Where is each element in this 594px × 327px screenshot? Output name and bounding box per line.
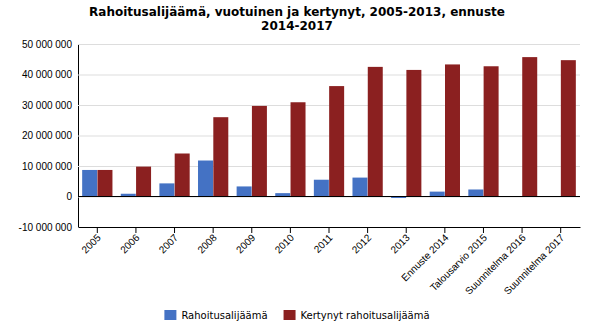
bar [314,180,329,197]
x-axis: 200520062007200820092010201120122013Ennu… [79,227,581,297]
tick-mark [406,227,407,233]
y-tick-label: 10 000 000 [22,161,72,172]
x-tick: 2006 [118,227,142,255]
tick-mark [560,227,561,233]
bar [175,153,190,196]
x-tick-label: 2013 [388,232,412,256]
plot: -10 000 000 0 10 000 000 20 000 000 30 000 0… [19,39,581,297]
x-tick: 2012 [350,227,374,255]
x-tick-label: 2005 [79,232,103,256]
grid-line [78,75,580,76]
legend-label: Kertynyt rahoitusalijäämä [301,310,430,321]
legend-item: Rahoitusalijäämä [164,310,267,321]
bar [329,86,344,196]
bar [561,60,576,196]
bar [430,192,445,197]
tick-mark [97,227,98,233]
grid-line [78,166,580,167]
y-tick-label: 40 000 000 [22,69,72,80]
bar [198,161,213,197]
legend-item: Kertynyt rahoitusalijäämä [284,310,430,321]
bar [522,57,537,196]
tick-mark [444,227,445,233]
x-tick-label: 2010 [273,232,297,256]
x-tick-label: 2011 [312,232,335,255]
x-tick: Suunnitelma 2017 [502,227,567,297]
x-tick-label: 2012 [350,232,374,256]
tick-mark [329,227,330,233]
x-tick: 2008 [195,227,219,255]
y-tick-label: -10 000 000 [19,222,73,233]
bar [368,67,383,197]
x-tick: 2005 [79,227,103,255]
tick-mark [522,227,523,233]
title-line: 2014-2017 [261,19,333,33]
tick-mark [483,227,484,233]
bar [352,178,367,197]
y-tick: 50 000 000 [22,39,580,50]
x-tick: 2013 [388,227,412,255]
y-tick-label: 50 000 000 [22,39,72,50]
legend-swatch [284,310,296,320]
bar [82,170,97,197]
x-tick-label: 2008 [195,232,219,256]
title-line: Rahoitusalijäämä, vuotuinen ja kertynyt,… [89,5,505,19]
x-tick: 2011 [312,227,335,255]
bar [237,186,252,196]
bar [406,70,421,197]
x-tick-label: 2006 [118,232,142,256]
grid-line [78,136,580,137]
bar [275,193,290,196]
bar [252,106,267,197]
bar [97,170,112,197]
legend-label: Rahoitusalijäämä [181,310,267,321]
grid-line [78,105,580,106]
x-tick: 2010 [273,227,297,255]
legend: Rahoitusalijäämä Kertynyt rahoitusalijääm… [164,310,429,321]
title: Rahoitusalijäämä, vuotuinen ja kertynyt,… [89,5,505,33]
bars [82,57,576,198]
y-tick-label: 30 000 000 [22,100,72,111]
bar [445,64,460,196]
x-tick: 2009 [234,227,258,255]
x-tick: 2007 [157,227,181,255]
bar [136,167,151,197]
tick-mark [290,227,291,233]
series [97,57,575,196]
x-tick-label: 2009 [234,232,258,256]
x-tick-label: 2007 [157,232,181,256]
x-tick-label: Suunnitelma 2017 [502,232,567,297]
bar [468,189,483,196]
y-axis: -10 000 000 0 10 000 000 20 000 000 30 000 0… [19,39,580,233]
bar [484,66,499,196]
bar [159,183,174,196]
y-tick: -10 000 000 [19,222,580,233]
y-tick-label: 0 [66,191,72,202]
legend-swatch [164,310,176,320]
grid-line [78,197,580,198]
bar [291,102,306,196]
chart: Rahoitusalijäämä, vuotuinen ja kertynyt,… [0,0,594,327]
y-axis-line [79,45,581,228]
zero-line [78,196,580,197]
tick-mark [135,227,136,233]
y-tick-label: 20 000 000 [22,130,72,141]
tick-mark [174,227,175,233]
grid-line [78,44,580,45]
tick-mark [213,227,214,233]
tick-mark [367,227,368,233]
bar [213,117,228,196]
tick-mark [251,227,252,233]
